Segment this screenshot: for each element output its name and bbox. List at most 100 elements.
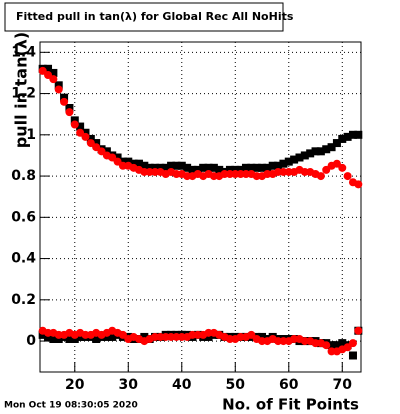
point xyxy=(258,332,267,341)
point xyxy=(81,128,90,137)
point xyxy=(348,339,357,348)
point xyxy=(188,165,197,174)
point xyxy=(54,335,63,343)
point xyxy=(177,161,186,170)
point xyxy=(332,139,341,148)
point xyxy=(102,147,111,156)
point xyxy=(316,147,325,156)
x-tick-label: 60 xyxy=(279,377,299,393)
point xyxy=(65,104,74,112)
x-tick-label: 70 xyxy=(333,377,353,393)
point xyxy=(81,132,90,141)
point xyxy=(60,97,69,106)
point xyxy=(70,120,79,129)
x-tick-label: 50 xyxy=(226,377,246,393)
timestamp: Mon Oct 19 08:30:05 2020 xyxy=(4,401,138,411)
x-axis-label: No. of Fit Points xyxy=(222,396,359,414)
point xyxy=(70,335,79,343)
y-tick-label: 0.6 xyxy=(11,209,36,225)
point xyxy=(76,332,85,341)
point xyxy=(183,163,192,172)
point xyxy=(241,163,250,172)
point xyxy=(124,157,133,166)
point xyxy=(263,163,272,172)
point xyxy=(322,145,331,154)
point xyxy=(86,134,95,143)
point xyxy=(354,130,363,139)
point xyxy=(151,163,160,172)
title-box xyxy=(4,2,284,32)
point xyxy=(102,332,111,341)
point xyxy=(225,165,234,174)
point xyxy=(92,335,101,343)
chart-title: Fitted pull in tan(λ) for Global Rec All… xyxy=(16,10,294,23)
point xyxy=(167,161,176,170)
point xyxy=(54,85,63,94)
point xyxy=(145,163,154,172)
point xyxy=(231,165,240,174)
point xyxy=(338,339,347,348)
point xyxy=(236,165,245,174)
point xyxy=(76,122,85,131)
point xyxy=(65,108,74,117)
point xyxy=(92,139,101,148)
y-axis-label: pull in tan(λ) xyxy=(12,32,31,148)
point xyxy=(204,332,213,341)
point xyxy=(354,180,363,189)
point xyxy=(44,332,53,341)
y-tick-label: 0.8 xyxy=(11,168,36,184)
point xyxy=(113,153,122,162)
point xyxy=(268,161,277,170)
point xyxy=(140,332,149,341)
point xyxy=(108,332,117,341)
y-tick-label: 0 xyxy=(26,333,36,349)
point xyxy=(279,159,288,168)
point xyxy=(247,163,256,172)
point xyxy=(199,163,208,172)
point xyxy=(252,163,261,172)
point xyxy=(193,165,202,174)
point xyxy=(70,116,79,125)
point xyxy=(140,161,149,170)
point xyxy=(129,159,138,168)
point xyxy=(38,330,47,339)
point xyxy=(274,161,283,170)
point xyxy=(49,335,58,343)
y-tick-label: 0.4 xyxy=(11,251,36,267)
point xyxy=(49,75,58,84)
y-tick-label: 1.2 xyxy=(11,86,36,102)
point xyxy=(348,351,357,360)
point xyxy=(44,64,53,73)
point xyxy=(156,163,165,172)
point xyxy=(327,143,336,152)
point xyxy=(316,172,325,181)
point xyxy=(204,163,213,172)
point xyxy=(215,165,224,174)
point xyxy=(348,130,357,139)
point xyxy=(290,155,299,164)
point xyxy=(258,163,267,172)
point xyxy=(327,341,336,350)
point xyxy=(300,151,309,160)
point xyxy=(284,157,293,166)
point xyxy=(332,341,341,350)
y-tick-label: 0.2 xyxy=(11,292,36,308)
y-tick-label: 1.4 xyxy=(11,44,36,60)
point xyxy=(134,159,143,168)
point xyxy=(295,153,304,162)
point xyxy=(118,157,127,166)
point xyxy=(209,163,218,172)
point xyxy=(338,163,347,172)
point xyxy=(161,163,170,172)
plot-frame xyxy=(39,41,362,373)
x-tick-label: 30 xyxy=(119,377,139,393)
point xyxy=(354,326,363,335)
x-tick-label: 40 xyxy=(172,377,192,393)
point xyxy=(49,68,58,77)
point xyxy=(172,161,181,170)
point xyxy=(322,341,331,350)
point xyxy=(311,147,320,156)
point xyxy=(338,134,347,143)
x-tick-label: 20 xyxy=(65,377,85,393)
